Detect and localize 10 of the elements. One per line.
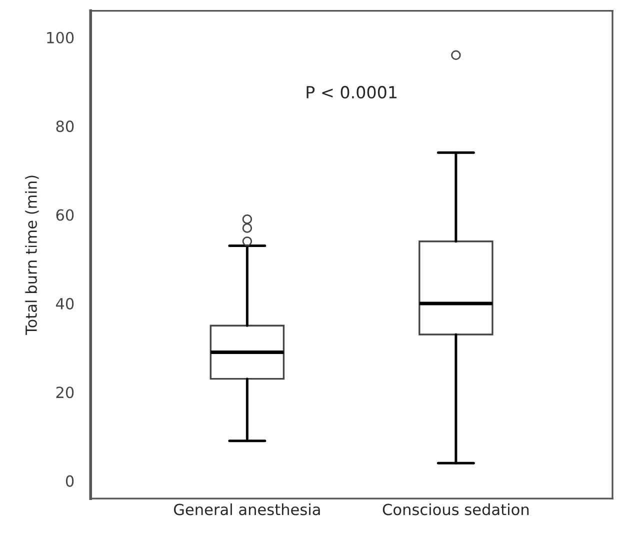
x-tick-label: Conscious sedation: [382, 503, 529, 516]
y-tick-label: 0: [66, 475, 74, 487]
y-tick-label: 20: [56, 386, 74, 398]
x-tick-label: General anesthesia: [174, 503, 320, 516]
y-tick-label: 80: [56, 120, 74, 132]
y-tick-label: 40: [56, 298, 74, 310]
y-tick-label: 60: [56, 209, 74, 221]
y-tick-label: 100: [47, 32, 74, 44]
annotation: P < 0.0001: [306, 86, 396, 99]
y-axis-title: Total burn time (min): [25, 176, 39, 336]
